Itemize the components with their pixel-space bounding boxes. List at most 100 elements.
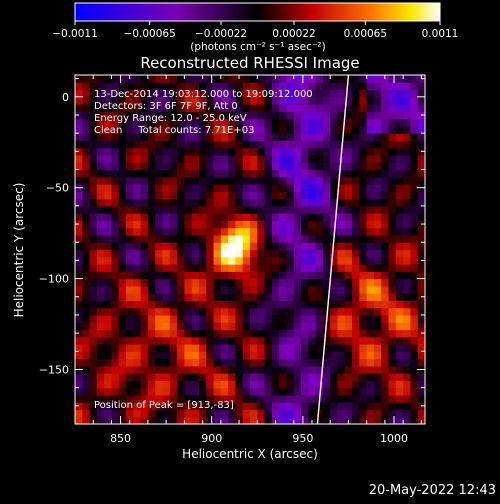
heatmap-cell	[403, 176, 412, 185]
heatmap-cell	[264, 249, 273, 258]
heatmap-cell	[111, 213, 120, 222]
heatmap-cell	[352, 140, 360, 149]
heatmap-cell	[337, 394, 346, 403]
heatmap-cell	[352, 394, 360, 403]
heatmap-cell	[264, 264, 273, 272]
heatmap-cell	[286, 264, 295, 272]
heatmap-cell	[330, 89, 339, 98]
heatmap-cell	[155, 365, 164, 374]
heatmap-cell	[133, 242, 142, 251]
heatmap-cell	[417, 213, 425, 222]
heatmap-cell	[191, 220, 200, 229]
heatmap-cell	[242, 75, 251, 83]
heatmap-cell	[271, 314, 280, 323]
heatmap-cell	[82, 358, 91, 367]
heatmap-cell	[286, 162, 295, 171]
heatmap-cell	[301, 133, 309, 142]
heatmap-cell	[96, 169, 105, 178]
heatmap-cell	[162, 264, 171, 272]
heatmap-cell	[250, 82, 258, 91]
heatmap-cell	[403, 344, 412, 352]
heatmap-cell	[75, 336, 83, 345]
heatmap-cell	[250, 169, 258, 178]
heatmap-cell	[344, 365, 353, 374]
heatmap-cell	[395, 322, 404, 331]
heatmap-cell	[169, 394, 178, 403]
heatmap-cell	[417, 154, 425, 163]
heatmap-cell	[410, 133, 419, 142]
heatmap-cell	[271, 300, 280, 309]
heatmap-cell	[206, 125, 215, 134]
heatmap-cell	[410, 329, 419, 338]
heatmap-cell	[75, 322, 83, 331]
heatmap-cell	[191, 358, 200, 367]
heatmap-cell	[271, 336, 280, 345]
heatmap-cell	[191, 249, 200, 258]
heatmap-cell	[264, 220, 273, 229]
heatmap-cell	[315, 104, 324, 112]
heatmap-cell	[301, 154, 309, 163]
heatmap-cell	[147, 169, 156, 178]
heatmap-cell	[126, 191, 134, 200]
heatmap-cell	[82, 307, 91, 316]
heatmap-cell	[213, 307, 222, 316]
heatmap-cell	[301, 351, 309, 360]
heatmap-cell	[352, 336, 360, 345]
heatmap-cell	[279, 278, 288, 287]
heatmap-cell	[169, 154, 178, 163]
heatmap-cell	[279, 344, 288, 352]
heatmap-cell	[213, 227, 222, 236]
heatmap-cell	[264, 336, 273, 345]
heatmap-cell	[293, 336, 302, 345]
heatmap-cell	[191, 409, 200, 418]
heatmap-cell	[140, 387, 149, 396]
heatmap-cell	[359, 387, 368, 396]
heatmap-cell	[293, 293, 302, 301]
heatmap-cell	[184, 176, 193, 185]
heatmap-cell	[330, 293, 339, 301]
heatmap-cell	[286, 387, 295, 396]
heatmap-cell	[366, 125, 375, 134]
heatmap-cell	[235, 96, 244, 105]
heatmap-cell	[337, 125, 346, 134]
heatmap-cell	[177, 329, 185, 338]
heatmap-cell	[388, 184, 397, 192]
heatmap-cell	[118, 96, 127, 105]
heatmap-cell	[315, 293, 324, 301]
heatmap-cell	[279, 264, 288, 272]
heatmap-cell	[388, 285, 397, 294]
heatmap-cell	[337, 416, 346, 424]
heatmap-cell	[206, 322, 215, 331]
heatmap-cell	[381, 285, 390, 294]
heatmap-cell	[198, 205, 207, 214]
heatmap-cell	[410, 409, 419, 418]
heatmap-cell	[330, 242, 339, 251]
heatmap-cell	[177, 147, 185, 156]
heatmap-cell	[220, 118, 229, 127]
heatmap-cell	[118, 118, 127, 127]
heatmap-cell	[198, 198, 207, 207]
heatmap-cell	[257, 227, 266, 236]
heatmap-cell	[228, 307, 237, 316]
heatmap-cell	[381, 256, 390, 265]
heatmap-cell	[228, 191, 237, 200]
heatmap-cell	[373, 344, 382, 352]
heatmap-cell	[301, 162, 309, 171]
heatmap-cell	[89, 125, 98, 134]
heatmap-cell	[133, 293, 142, 301]
heatmap-cell	[82, 365, 91, 374]
heatmap-cell	[381, 89, 390, 98]
heatmap-cell	[242, 394, 251, 403]
heatmap-cell	[96, 191, 105, 200]
heatmap-cell	[257, 169, 266, 178]
colorbar-tick-label: −0.00022	[195, 28, 247, 40]
heatmap-cell	[322, 154, 331, 163]
heatmap-cell	[242, 96, 251, 105]
heatmap-cell	[169, 351, 178, 360]
heatmap-cell	[373, 147, 382, 156]
heatmap-cell	[388, 409, 397, 418]
heatmap-cell	[111, 220, 120, 229]
heatmap-cell	[337, 285, 346, 294]
heatmap-cell	[111, 104, 120, 112]
heatmap-cell	[206, 227, 215, 236]
